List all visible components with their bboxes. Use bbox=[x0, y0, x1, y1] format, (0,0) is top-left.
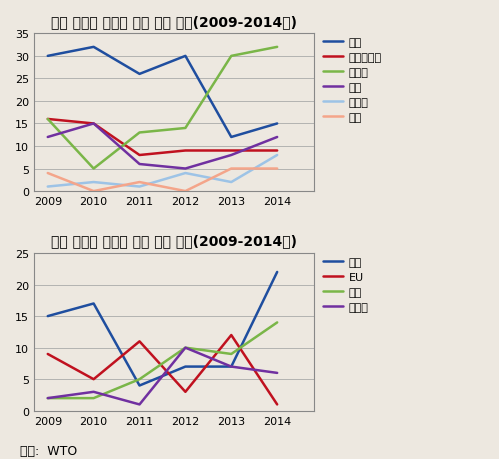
인도 bbox=[183, 54, 189, 60]
호주 bbox=[137, 377, 143, 382]
멕시코 bbox=[274, 153, 280, 158]
캐나다 bbox=[91, 389, 97, 395]
멕시코 bbox=[228, 180, 234, 185]
EU bbox=[45, 352, 51, 357]
미국 bbox=[183, 364, 189, 369]
캐나다 bbox=[45, 396, 51, 401]
Text: 출처:  WTO: 출처: WTO bbox=[20, 444, 77, 457]
중국 bbox=[137, 162, 143, 168]
미국 bbox=[91, 301, 97, 307]
Line: 멕시코: 멕시코 bbox=[48, 156, 277, 187]
인도 bbox=[274, 122, 280, 127]
중국 bbox=[45, 135, 51, 140]
미국 bbox=[228, 364, 234, 369]
한국 bbox=[45, 171, 51, 176]
아르헨티나 bbox=[183, 148, 189, 154]
중국 bbox=[91, 122, 97, 127]
Line: EU: EU bbox=[48, 336, 277, 404]
Line: 미국: 미국 bbox=[48, 272, 277, 386]
Line: 아르헨티나: 아르헨티나 bbox=[48, 120, 277, 156]
인도 bbox=[228, 135, 234, 140]
호주 bbox=[91, 396, 97, 401]
멕시코 bbox=[45, 185, 51, 190]
중국 bbox=[183, 167, 189, 172]
캐나다 bbox=[274, 370, 280, 376]
아르헨티나 bbox=[91, 122, 97, 127]
Line: 한국: 한국 bbox=[48, 169, 277, 191]
호주 bbox=[228, 352, 234, 357]
미국 bbox=[137, 383, 143, 388]
Line: 중국: 중국 bbox=[48, 124, 277, 169]
인도 bbox=[137, 72, 143, 78]
인도 bbox=[91, 45, 97, 50]
EU bbox=[228, 333, 234, 338]
브라질 bbox=[137, 130, 143, 136]
EU bbox=[137, 339, 143, 344]
미국 bbox=[45, 313, 51, 319]
중국 bbox=[228, 153, 234, 158]
브라질 bbox=[183, 126, 189, 131]
브라질 bbox=[91, 167, 97, 172]
아르헨티나 bbox=[137, 153, 143, 158]
캐나다 bbox=[183, 345, 189, 351]
Title: 주요 개도국 반덤핑 조치 부과 동향(2009-2014년): 주요 개도국 반덤핑 조치 부과 동향(2009-2014년) bbox=[51, 15, 297, 29]
미국 bbox=[274, 269, 280, 275]
EU bbox=[183, 389, 189, 395]
멕시코 bbox=[183, 171, 189, 176]
한국 bbox=[137, 180, 143, 185]
호주 bbox=[45, 396, 51, 401]
브라질 bbox=[45, 117, 51, 123]
한국 bbox=[228, 167, 234, 172]
EU bbox=[274, 402, 280, 407]
아르헨티나 bbox=[228, 148, 234, 154]
아르헨티나 bbox=[274, 148, 280, 154]
한국 bbox=[183, 189, 189, 194]
호주 bbox=[274, 320, 280, 325]
Legend: 미국, EU, 호주, 캐나다: 미국, EU, 호주, 캐나다 bbox=[322, 256, 370, 313]
캐나다 bbox=[137, 402, 143, 407]
호주 bbox=[183, 345, 189, 351]
Line: 브라질: 브라질 bbox=[48, 48, 277, 169]
브라질 bbox=[274, 45, 280, 50]
아르헨티나 bbox=[45, 117, 51, 123]
멕시코 bbox=[91, 180, 97, 185]
Legend: 인도, 아르헨티나, 브라질, 중국, 멕시코, 한국: 인도, 아르헨티나, 브라질, 중국, 멕시코, 한국 bbox=[322, 37, 383, 124]
멕시코 bbox=[137, 185, 143, 190]
Line: 인도: 인도 bbox=[48, 48, 277, 138]
브라질 bbox=[228, 54, 234, 60]
중국 bbox=[274, 135, 280, 140]
EU bbox=[91, 377, 97, 382]
인도 bbox=[45, 54, 51, 60]
Title: 주요 선진국 반덤핑 조치 부과 동향(2009-2014년): 주요 선진국 반덤핑 조치 부과 동향(2009-2014년) bbox=[51, 234, 297, 248]
Line: 캐나다: 캐나다 bbox=[48, 348, 277, 404]
캐나다 bbox=[228, 364, 234, 369]
한국 bbox=[91, 189, 97, 194]
Line: 호주: 호주 bbox=[48, 323, 277, 398]
한국 bbox=[274, 167, 280, 172]
